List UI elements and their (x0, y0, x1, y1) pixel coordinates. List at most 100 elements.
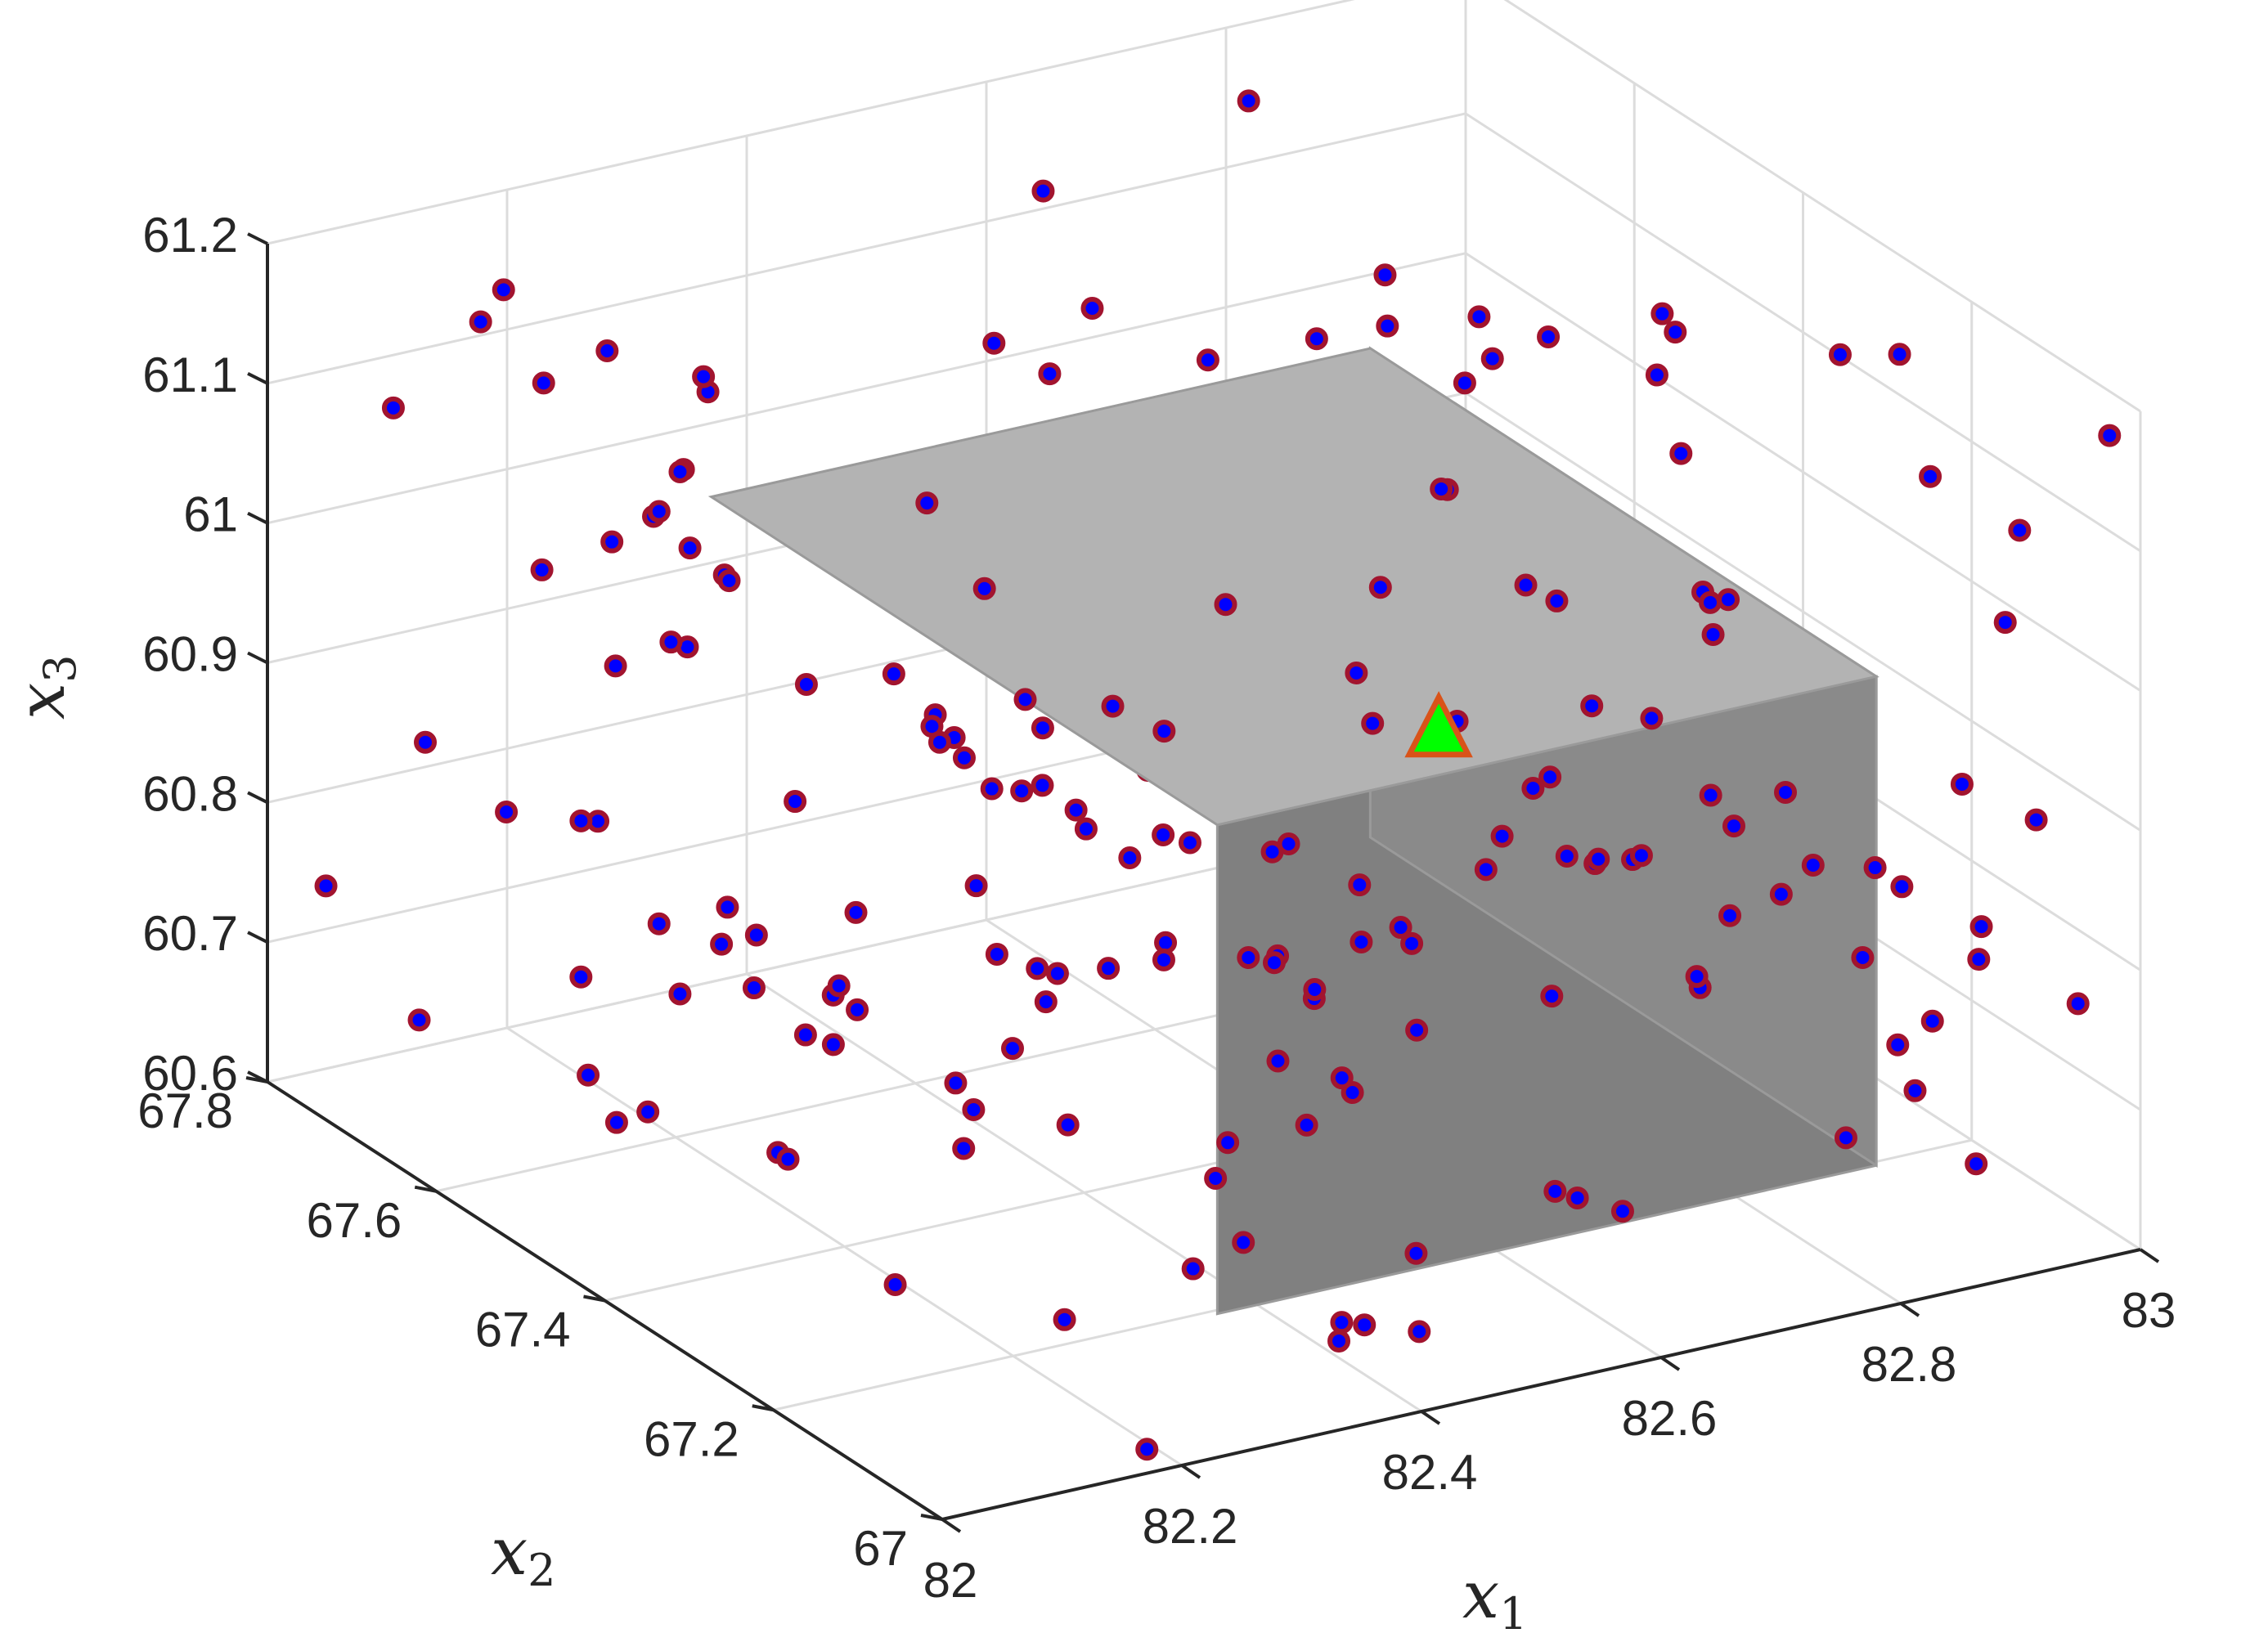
sample-point (1237, 89, 1260, 113)
sample-point (1538, 765, 1562, 789)
sample-point (964, 874, 988, 898)
x2-tick-mark (583, 1294, 605, 1303)
sample-point (1699, 783, 1722, 807)
optimum-triangle-marker (1404, 691, 1473, 758)
x3-tick-mark (247, 511, 268, 525)
x1-tick-label: 82.4 (1382, 1445, 1478, 1500)
sample-point (1181, 1257, 1205, 1281)
x1-tick-label: 82 (923, 1553, 978, 1608)
sample-point (1774, 780, 1798, 804)
sample-point (1013, 688, 1037, 711)
sample-point (1045, 962, 1069, 985)
sample-point (1303, 977, 1327, 1001)
sample-point (1196, 348, 1219, 372)
sample-point (1295, 1113, 1318, 1137)
sample-point (659, 630, 683, 654)
x3-tick-mark (247, 1070, 268, 1083)
sample-point (647, 912, 671, 935)
sample-point (668, 982, 692, 1006)
sample-point (600, 530, 624, 554)
sample-point (604, 654, 627, 678)
sample-point (793, 1023, 817, 1047)
sample-point (1950, 772, 1974, 796)
x1-axis-label: x1 (1462, 1557, 1527, 1640)
sample-point (1650, 302, 1674, 325)
sample-point (604, 1110, 628, 1134)
sample-point (530, 558, 554, 581)
sample-point (1886, 1033, 1910, 1057)
sample-point (1920, 1009, 1944, 1033)
sample-point (1237, 946, 1260, 970)
x3-tick-mark (247, 791, 268, 805)
x1-tick-label: 82.6 (1622, 1391, 1718, 1446)
sample-point (692, 365, 716, 388)
sample-point (495, 801, 519, 824)
sample-point (1888, 343, 1911, 366)
sample-point (744, 923, 768, 947)
grid-line-sidewall-x3 (1465, 112, 2141, 553)
x2-tick-mark (414, 1185, 437, 1193)
sample-point (1000, 1037, 1024, 1061)
sample-point (1232, 1231, 1255, 1254)
sample-point (915, 491, 939, 515)
sample-point (1801, 853, 1825, 877)
sample-point (1537, 325, 1561, 348)
sample-point (717, 569, 741, 593)
sample-point (716, 895, 739, 919)
sample-point (1348, 873, 1372, 897)
sample-point (2008, 518, 2032, 542)
x2-tick-mark (752, 1404, 775, 1412)
sample-point (1080, 296, 1104, 320)
sample-point (1718, 904, 1742, 927)
sample-point (1101, 694, 1125, 718)
x3-tick-label: 61.1 (142, 348, 238, 402)
x2-tick-label: 67 (853, 1521, 908, 1576)
sample-point (569, 965, 593, 989)
sample-point (381, 396, 405, 419)
sample-point (595, 339, 619, 363)
sample-point (1408, 1320, 1431, 1344)
sample-point (980, 777, 1004, 801)
sample-point (1350, 930, 1373, 953)
x2-axis-label: x2 (491, 1514, 555, 1596)
sample-point (1722, 814, 1745, 838)
sample-point (1610, 1200, 1634, 1223)
sample-point (1834, 1126, 1857, 1150)
x1-tick-mark (941, 1518, 962, 1533)
sample-point (532, 371, 555, 395)
sample-point (1919, 464, 1942, 488)
sample-point (1026, 957, 1049, 980)
sample-point (1555, 845, 1579, 868)
x2-tick-label: 67.2 (644, 1411, 739, 1466)
sample-point (1863, 856, 1887, 880)
sample-point (1540, 985, 1564, 1008)
sample-point (1341, 1081, 1364, 1105)
x3-tick-label: 60.9 (142, 627, 238, 682)
sample-point (742, 976, 766, 1000)
sample-point (1031, 179, 1055, 203)
sample-point (794, 672, 818, 696)
sample-point (1490, 824, 1514, 848)
sample-point (1330, 1311, 1354, 1335)
sample-point (776, 1147, 800, 1171)
sample-point (1629, 844, 1653, 868)
sample-point (1404, 1241, 1428, 1265)
sample-point (1717, 588, 1740, 612)
x3-tick-label: 60.6 (142, 1046, 238, 1101)
feasible-box (707, 346, 1880, 1316)
sample-point (846, 998, 869, 1021)
sample-point (1993, 611, 2017, 635)
x1-tick-mark (1180, 1464, 1201, 1479)
sample-point (827, 974, 851, 998)
sample-point (1152, 720, 1176, 743)
sample-point (1400, 931, 1424, 955)
sample-point (1064, 798, 1088, 822)
sample-point (1545, 589, 1569, 612)
sample-point (1645, 363, 1668, 387)
sample-point (1330, 1066, 1354, 1090)
sample-point (2024, 808, 2048, 832)
x3-tick-label: 60.7 (142, 906, 238, 961)
sample-point (668, 460, 692, 484)
sample-point (407, 1008, 431, 1032)
